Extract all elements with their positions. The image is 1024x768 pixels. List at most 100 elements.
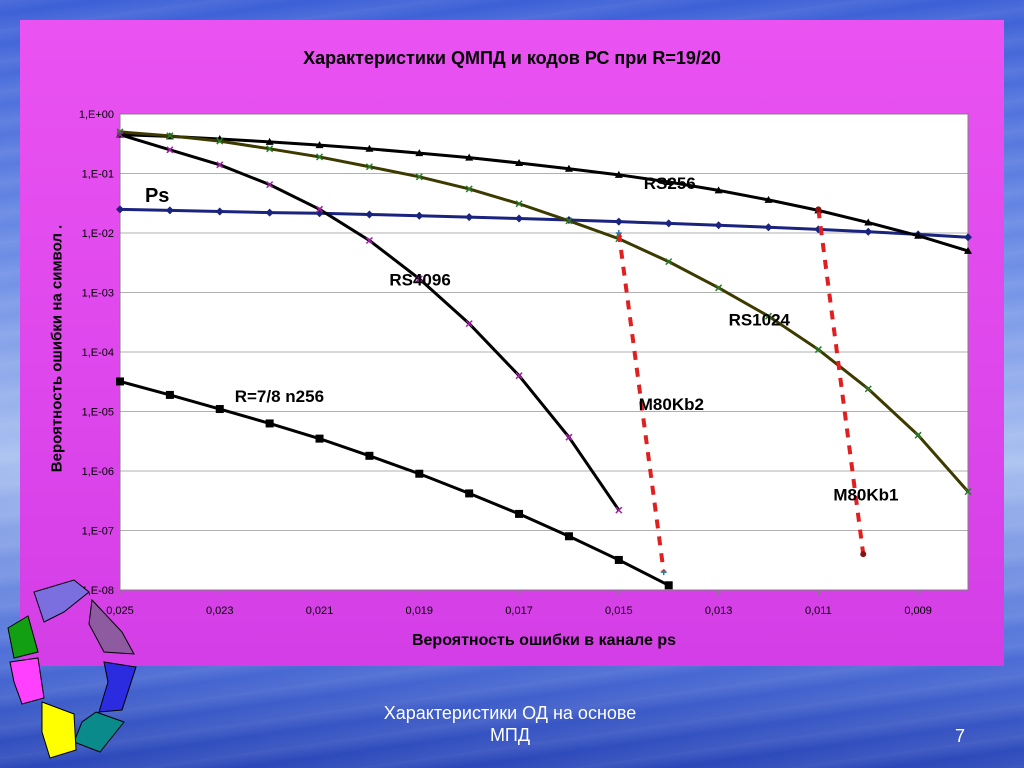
data-point xyxy=(415,173,423,181)
data-point xyxy=(864,385,872,393)
data-point xyxy=(165,390,174,399)
data-point xyxy=(315,205,324,213)
y-tick-label: 1,E-06 xyxy=(82,466,114,478)
data-point xyxy=(564,532,573,541)
data-point xyxy=(315,153,324,161)
data-point xyxy=(365,144,374,152)
data-point xyxy=(215,207,224,216)
series-label: Ps xyxy=(145,185,169,207)
y-tick-label: 1,E-01 xyxy=(82,169,114,181)
data-point xyxy=(165,206,174,215)
y-tick-label: 1,E-07 xyxy=(82,526,114,538)
data-point xyxy=(266,181,274,189)
data-point xyxy=(265,137,274,145)
y-tick-label: 1,E-03 xyxy=(82,288,114,300)
data-point xyxy=(664,177,673,185)
chart-title: Характеристики QМПД и кодов РС при R=19/… xyxy=(303,48,721,68)
footer-text: Характеристики ОД на основе МПД xyxy=(340,702,680,746)
data-point xyxy=(614,170,623,178)
data-point xyxy=(465,153,474,161)
data-point xyxy=(515,159,524,167)
series-line-r-7-8-n256 xyxy=(119,379,670,587)
data-point xyxy=(166,146,174,154)
data-point xyxy=(764,312,773,320)
data-point xyxy=(665,258,673,266)
x-tick-label: 0,021 xyxy=(306,605,334,617)
data-point xyxy=(515,214,524,223)
data-point xyxy=(215,405,224,414)
data-point xyxy=(265,208,274,217)
data-point xyxy=(265,419,274,428)
y-tick-label: 1,E-08 xyxy=(82,585,114,597)
series-label: RS256 xyxy=(644,174,696,193)
x-axis-label: Вероятность ошибки в канале рs xyxy=(411,632,677,649)
data-point xyxy=(166,132,174,140)
data-point xyxy=(465,489,474,498)
data-point xyxy=(465,320,473,328)
data-point xyxy=(714,186,723,194)
data-point xyxy=(365,163,373,171)
data-point xyxy=(365,236,373,244)
data-point xyxy=(415,469,424,478)
series-line-m80kb1 xyxy=(816,209,866,555)
data-point xyxy=(116,131,124,139)
y-tick-label: 1,E-05 xyxy=(82,407,114,419)
series-line-rs1024 xyxy=(119,130,970,493)
data-point xyxy=(814,346,822,354)
data-point xyxy=(860,551,867,558)
series-label: R=7/8 n256 xyxy=(235,387,324,406)
data-point xyxy=(914,231,923,239)
data-point xyxy=(465,185,473,193)
data-point xyxy=(116,377,124,386)
data-point xyxy=(415,149,424,157)
data-point xyxy=(664,219,673,228)
data-point xyxy=(365,210,374,219)
x-tick-label: 0,019 xyxy=(406,605,434,617)
data-point xyxy=(565,217,573,225)
cycle-arrows-logo xyxy=(7,579,137,759)
data-point xyxy=(415,275,423,283)
data-point xyxy=(564,164,573,172)
series-label: M80Kb2 xyxy=(639,395,704,414)
data-point xyxy=(365,451,374,460)
x-tick-label: 0,009 xyxy=(904,605,932,617)
y-tick-label: 1,E-04 xyxy=(82,347,114,359)
series-line-ps xyxy=(119,207,969,239)
data-point xyxy=(515,200,523,208)
data-point xyxy=(315,434,324,443)
data-point xyxy=(660,569,667,576)
footer-text-line1: Характеристики ОД на основе xyxy=(383,703,637,723)
data-point xyxy=(715,284,723,292)
data-point xyxy=(764,223,773,232)
series-label: RS1024 xyxy=(729,310,791,329)
data-point xyxy=(614,555,623,564)
data-point xyxy=(515,509,524,518)
data-point xyxy=(664,581,673,590)
x-tick-label: 0,013 xyxy=(705,605,733,617)
data-point xyxy=(415,211,424,220)
page-number: 7 xyxy=(954,726,965,746)
data-point xyxy=(964,233,972,242)
x-tick-label: 0,011 xyxy=(805,605,832,617)
data-point xyxy=(116,205,124,214)
data-point xyxy=(465,213,474,222)
x-tick-label: 0,023 xyxy=(206,605,234,617)
data-point xyxy=(315,141,324,149)
data-point xyxy=(614,217,623,226)
data-point xyxy=(615,230,622,236)
data-point xyxy=(216,161,224,169)
data-point xyxy=(864,218,873,226)
data-point xyxy=(216,137,224,145)
data-point xyxy=(914,431,922,439)
data-point xyxy=(615,506,623,514)
x-tick-label: 0,025 xyxy=(106,605,134,617)
y-tick-label: 1,E+00 xyxy=(79,109,114,121)
data-point xyxy=(815,206,822,213)
series-line-m80kb2 xyxy=(616,232,666,573)
series-label: M80Kb1 xyxy=(833,485,898,504)
x-tick-label: 0,017 xyxy=(505,605,533,617)
data-point xyxy=(964,488,972,496)
data-point xyxy=(714,221,723,230)
data-point xyxy=(515,372,523,380)
